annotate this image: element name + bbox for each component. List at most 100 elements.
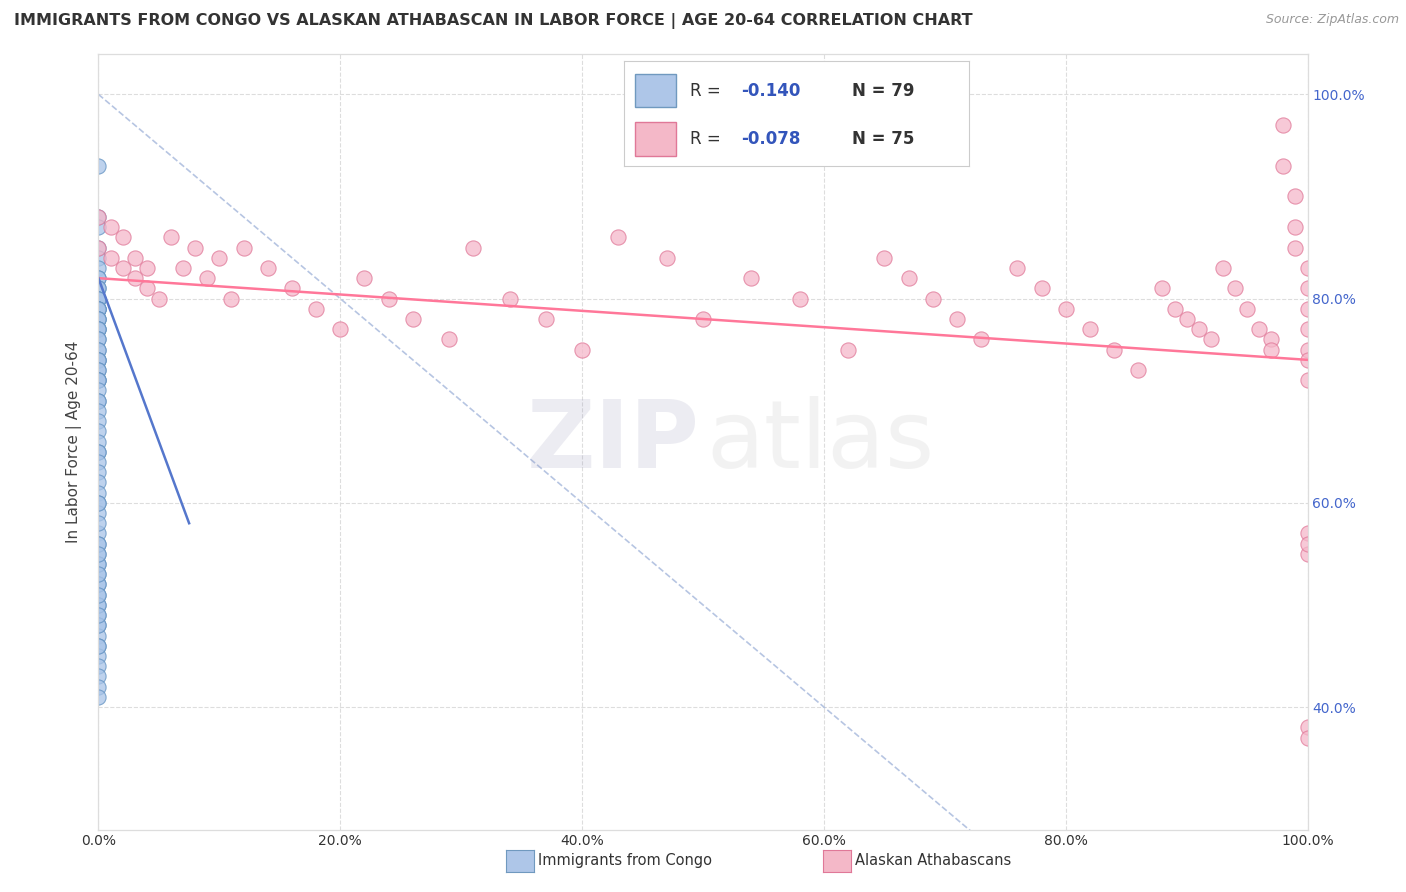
Point [87,557,110,571]
Point [498,292,520,306]
Point [87,322,110,336]
Point [184,241,207,255]
Point [1284,189,1306,203]
Point [1296,301,1319,316]
Point [87,557,110,571]
Point [87,618,110,632]
Point [1284,241,1306,255]
Point [87,281,110,295]
Point [1128,363,1150,377]
Point [87,577,110,591]
Point [87,536,110,550]
Point [1152,281,1174,295]
Point [87,393,110,408]
Point [87,526,110,541]
Point [970,333,993,347]
Point [437,333,460,347]
Point [87,425,110,439]
Point [281,281,304,295]
Point [1199,333,1222,347]
Point [87,333,110,347]
Point [87,547,110,561]
Point [87,475,110,490]
Point [135,281,157,295]
Point [1249,322,1271,336]
Point [607,230,630,244]
Text: ZIP: ZIP [526,395,699,488]
Point [87,352,110,367]
Point [897,271,920,285]
Point [87,588,110,602]
Point [87,292,110,306]
Point [87,281,110,295]
Point [87,373,110,387]
Point [1102,343,1125,357]
Point [87,496,110,510]
Point [1296,281,1319,295]
Point [87,455,110,469]
Point [87,639,110,653]
Point [87,608,110,623]
Point [87,343,110,357]
Point [160,230,183,244]
Point [87,536,110,550]
Point [87,648,110,663]
Point [87,292,110,306]
Point [87,659,110,673]
Point [87,598,110,612]
Point [87,333,110,347]
Point [87,567,110,582]
Point [1296,526,1319,541]
Point [1296,322,1319,336]
Point [87,598,110,612]
Point [87,322,110,336]
Point [87,434,110,449]
Point [1188,322,1211,336]
Point [87,629,110,643]
Point [87,567,110,582]
Point [135,260,157,275]
Point [87,577,110,591]
Text: atlas: atlas [707,395,935,488]
Point [305,301,328,316]
Point [1054,301,1077,316]
Point [87,322,110,336]
Point [87,506,110,520]
Point [1078,322,1101,336]
Point [87,301,110,316]
Point [100,251,122,265]
Point [87,312,110,326]
Point [87,404,110,418]
Point [87,414,110,428]
Point [1260,333,1282,347]
Point [87,241,110,255]
Point [534,312,557,326]
Point [329,322,352,336]
Point [87,352,110,367]
Point [87,680,110,694]
Point [87,618,110,632]
Point [1272,118,1295,132]
Point [921,292,943,306]
Point [87,301,110,316]
Point [87,260,110,275]
Point [1260,343,1282,357]
Point [208,251,231,265]
Point [377,292,399,306]
Point [87,485,110,500]
Point [87,516,110,531]
Point [87,210,110,224]
Point [87,547,110,561]
Point [873,251,896,265]
Point [87,496,110,510]
Point [87,363,110,377]
Point [946,312,969,326]
Point [148,292,170,306]
Point [195,271,218,285]
Text: IMMIGRANTS FROM CONGO VS ALASKAN ATHABASCAN IN LABOR FORCE | AGE 20-64 CORRELATI: IMMIGRANTS FROM CONGO VS ALASKAN ATHABAS… [14,13,973,29]
Point [1296,547,1319,561]
Point [124,251,146,265]
Point [1296,343,1319,357]
Y-axis label: In Labor Force | Age 20-64: In Labor Force | Age 20-64 [66,341,83,542]
Point [87,465,110,479]
